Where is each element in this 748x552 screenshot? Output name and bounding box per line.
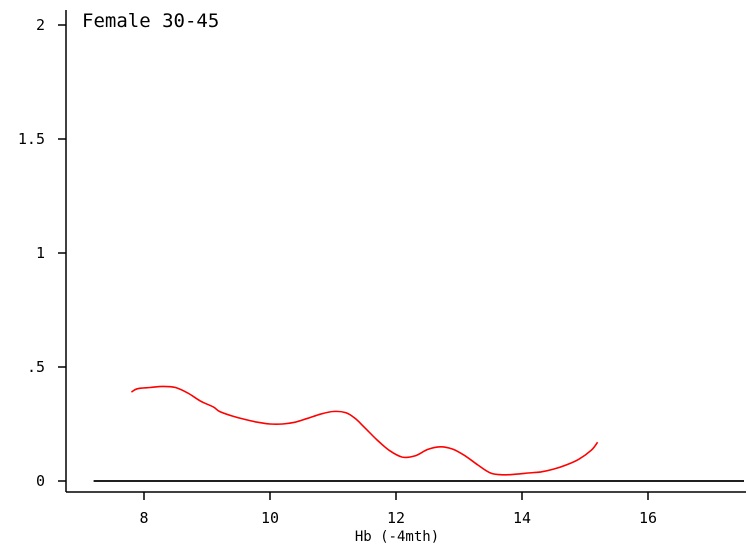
- x-axis-ticks: 8 10 12 14 16: [139, 492, 657, 527]
- y-tick-label: 1.5: [18, 130, 45, 148]
- x-tick-label: 8: [139, 509, 148, 527]
- chart-title: Female 30-45: [82, 10, 219, 32]
- y-axis-ticks: 0 .5 1 1.5 2: [18, 16, 66, 490]
- x-axis-title: Hb (-4mth): [355, 529, 439, 545]
- y-tick-label: 2: [36, 16, 45, 34]
- y-tick-label: 0: [36, 472, 45, 490]
- x-tick-label: 10: [261, 509, 279, 527]
- x-tick-label: 16: [639, 509, 657, 527]
- y-tick-label: .5: [27, 358, 45, 376]
- x-tick-label: 12: [387, 509, 405, 527]
- y-tick-label: 1: [36, 244, 45, 262]
- series-line: [130, 385, 599, 476]
- x-tick-label: 14: [513, 509, 531, 527]
